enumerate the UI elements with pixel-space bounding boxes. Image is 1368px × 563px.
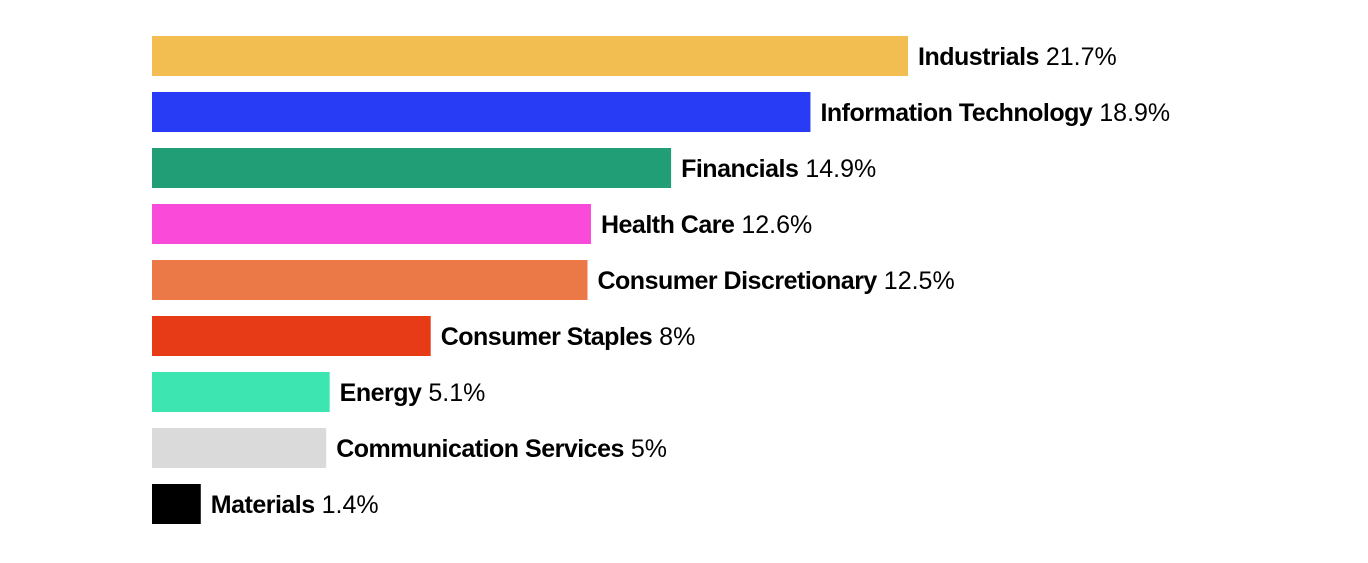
bar-consumer-staples <box>152 316 431 356</box>
bar-label-consumer-staples: Consumer Staples 8% <box>441 323 696 351</box>
bar-label-consumer-discretionary: Consumer Discretionary 12.5% <box>597 267 954 295</box>
value-label: 1.4% <box>322 491 379 519</box>
category-name: Energy <box>340 379 422 407</box>
bar-industrials <box>152 36 908 76</box>
value-label: 21.7% <box>1046 43 1117 71</box>
bar-health-care <box>152 204 591 244</box>
bar-materials <box>152 484 201 524</box>
bar-label-information-technology: Information Technology 18.9% <box>820 99 1170 127</box>
value-label: 14.9% <box>805 155 876 183</box>
category-name: Industrials <box>918 43 1039 71</box>
bar-label-health-care: Health Care 12.6% <box>601 211 812 239</box>
category-name: Information Technology <box>820 99 1092 127</box>
value-label: 18.9% <box>1099 99 1170 127</box>
category-name: Materials <box>211 491 315 519</box>
bar-label-energy: Energy 5.1% <box>340 379 486 407</box>
category-name: Financials <box>681 155 798 183</box>
category-name: Consumer Discretionary <box>597 267 877 295</box>
bar-consumer-discretionary <box>152 260 588 300</box>
value-label: 5.1% <box>428 379 485 407</box>
bar-communication-services <box>152 428 327 468</box>
bar-label-communication-services: Communication Services 5% <box>336 435 667 463</box>
bar-energy <box>152 372 330 412</box>
bar-label-industrials: Industrials 21.7% <box>918 43 1117 71</box>
value-label: 12.5% <box>884 267 955 295</box>
value-label: 8% <box>659 323 695 351</box>
category-name: Health Care <box>601 211 735 239</box>
bar-label-financials: Financials 14.9% <box>681 155 876 183</box>
value-label: 5% <box>631 435 667 463</box>
bar-label-materials: Materials 1.4% <box>211 491 379 519</box>
category-name: Communication Services <box>336 435 624 463</box>
value-label: 12.6% <box>741 211 812 239</box>
category-name: Consumer Staples <box>441 323 653 351</box>
bar-financials <box>152 148 672 188</box>
bar-information-technology <box>152 92 811 132</box>
